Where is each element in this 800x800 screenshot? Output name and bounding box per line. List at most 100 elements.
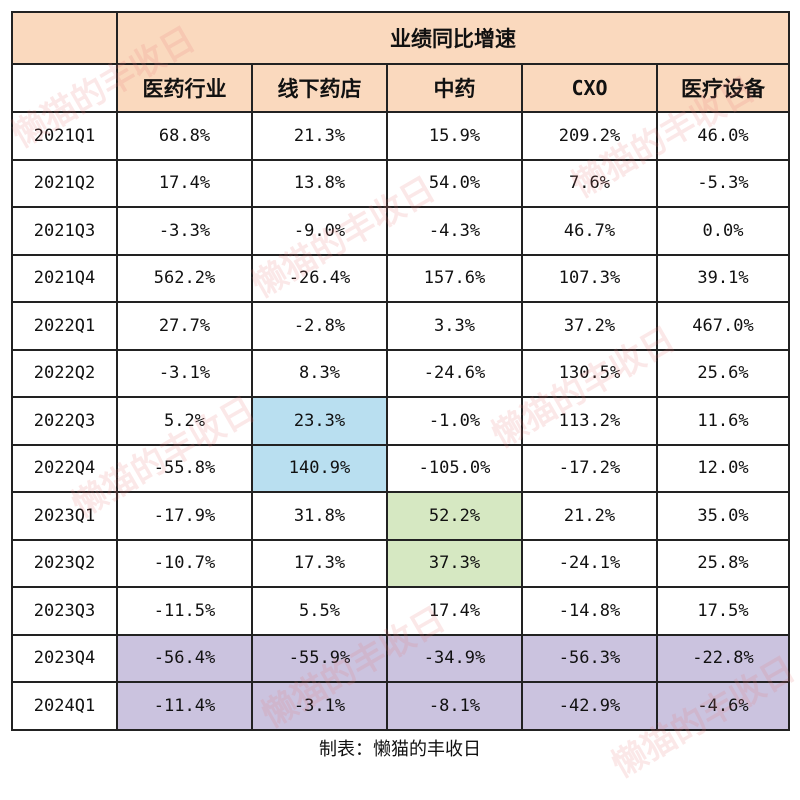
value-cell: -3.3% [116,206,253,256]
value-cell: 21.3% [251,111,388,161]
table-row: 2022Q1 27.7% -2.8% 3.3% 37.2% 467.0% [11,301,791,351]
value-cell: 15.9% [386,111,523,161]
value-cell: -2.8% [251,301,388,351]
value-cell: -24.6% [386,348,523,398]
value-cell: -9.0% [251,206,388,256]
value-cell: -10.7% [116,538,253,588]
value-cell: 31.8% [251,491,388,541]
value-cell: 17.4% [386,586,523,636]
table-row: 2023Q4 -56.4% -55.9% -34.9% -56.3% -22.8% [11,633,791,683]
table-row: 2022Q2 -3.1% 8.3% -24.6% 130.5% 25.6% [11,348,791,398]
table-footer-credit: 制表：懒猫的丰收日 [319,739,481,760]
value-cell: -11.4% [116,681,253,731]
value-cell: 17.5% [655,586,791,636]
value-cell: -1.0% [386,396,523,446]
value-cell: 21.2% [521,491,658,541]
growth-table-container: 业绩同比增速 医药行业 线下药店 中药 CXO 医疗设备 2021Q1 68.8%… [11,11,791,731]
period-cell: 2024Q1 [11,681,118,731]
value-cell: -56.4% [116,633,253,683]
value-cell: 68.8% [116,111,253,161]
value-cell: 13.8% [251,158,388,208]
value-cell: 37.2% [521,301,658,351]
growth-table: 业绩同比增速 医药行业 线下药店 中药 CXO 医疗设备 2021Q1 68.8%… [11,11,791,731]
value-cell: 23.3% [251,396,388,446]
period-cell: 2022Q2 [11,348,118,398]
period-cell: 2023Q2 [11,538,118,588]
value-cell: 39.1% [655,253,791,303]
period-cell: 2022Q3 [11,396,118,446]
value-cell: -56.3% [521,633,658,683]
value-cell: -24.1% [521,538,658,588]
value-cell: 17.4% [116,158,253,208]
value-cell: 5.5% [251,586,388,636]
column-header-cxo: CXO [521,63,658,113]
value-cell: 54.0% [386,158,523,208]
period-cell: 2023Q3 [11,586,118,636]
value-cell: -105.0% [386,443,523,493]
table-row: 2023Q1 -17.9% 31.8% 52.2% 21.2% 35.0% [11,491,791,541]
value-cell: -22.8% [655,633,791,683]
value-cell: 107.3% [521,253,658,303]
value-cell: 7.6% [521,158,658,208]
column-header-medical-devices: 医疗设备 [655,63,791,113]
value-cell: 0.0% [655,206,791,256]
value-cell: -26.4% [251,253,388,303]
table-row: 2023Q2 -10.7% 17.3% 37.3% -24.1% 25.8% [11,538,791,588]
value-cell: -3.1% [251,681,388,731]
table-row: 2021Q2 17.4% 13.8% 54.0% 7.6% -5.3% [11,158,791,208]
table-row: 2022Q4 -55.8% 140.9% -105.0% -17.2% 12.0% [11,443,791,493]
value-cell: 3.3% [386,301,523,351]
value-cell: 17.3% [251,538,388,588]
value-cell: 8.3% [251,348,388,398]
value-cell: -42.9% [521,681,658,731]
value-cell: -5.3% [655,158,791,208]
column-header-pharmacy: 线下药店 [251,63,388,113]
value-cell: 562.2% [116,253,253,303]
value-cell: 25.6% [655,348,791,398]
value-cell: 140.9% [251,443,388,493]
table-row: 2024Q1 -11.4% -3.1% -8.1% -42.9% -4.6% [11,681,791,731]
value-cell: 46.0% [655,111,791,161]
value-cell: -34.9% [386,633,523,683]
table-row: 2021Q3 -3.3% -9.0% -4.3% 46.7% 0.0% [11,206,791,256]
value-cell: 25.8% [655,538,791,588]
value-cell: -55.8% [116,443,253,493]
table-row: 2023Q3 -11.5% 5.5% 17.4% -14.8% 17.5% [11,586,791,636]
table-row: 2021Q1 68.8% 21.3% 15.9% 209.2% 46.0% [11,111,791,161]
period-cell: 2022Q4 [11,443,118,493]
value-cell: 130.5% [521,348,658,398]
period-cell: 2021Q2 [11,158,118,208]
period-cell: 2021Q4 [11,253,118,303]
table-row: 2022Q3 5.2% 23.3% -1.0% 113.2% 11.6% [11,396,791,446]
value-cell: -3.1% [116,348,253,398]
value-cell: -55.9% [251,633,388,683]
column-header-pharma: 医药行业 [116,63,253,113]
value-cell: 467.0% [655,301,791,351]
value-cell: 157.6% [386,253,523,303]
corner-cell [11,11,118,65]
value-cell: 37.3% [386,538,523,588]
value-cell: -4.3% [386,206,523,256]
value-cell: 5.2% [116,396,253,446]
value-cell: 209.2% [521,111,658,161]
value-cell: 52.2% [386,491,523,541]
value-cell: -14.8% [521,586,658,636]
value-cell: 11.6% [655,396,791,446]
value-cell: -17.2% [521,443,658,493]
period-cell: 2021Q1 [11,111,118,161]
value-cell: 113.2% [521,396,658,446]
period-cell: 2023Q1 [11,491,118,541]
table-title: 业绩同比增速 [115,11,791,65]
value-cell: 12.0% [655,443,791,493]
value-cell: 27.7% [116,301,253,351]
value-cell: 46.7% [521,206,658,256]
period-header-cell [11,63,118,113]
period-cell: 2023Q4 [11,633,118,683]
value-cell: -8.1% [386,681,523,731]
value-cell: 35.0% [655,491,791,541]
table-row: 2021Q4 562.2% -26.4% 157.6% 107.3% 39.1% [11,253,791,303]
column-header-tcm: 中药 [386,63,523,113]
period-cell: 2021Q3 [11,206,118,256]
value-cell: -17.9% [116,491,253,541]
value-cell: -4.6% [655,681,791,731]
